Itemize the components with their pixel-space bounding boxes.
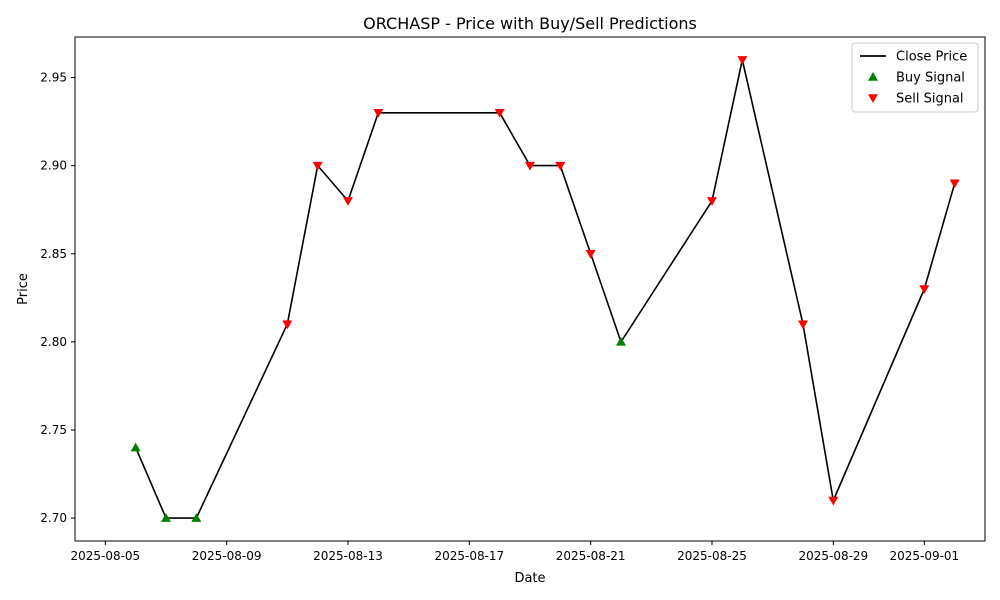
y-tick-label: 2.80 (40, 335, 67, 349)
x-tick-label: 2025-08-29 (798, 549, 868, 563)
sell-signal-marker (585, 250, 596, 259)
sell-signal-marker (343, 197, 353, 206)
legend-box (851, 42, 979, 113)
sell-signal-marker (919, 285, 930, 294)
y-tick-label: 2.85 (40, 247, 67, 261)
sell-signal-marker (373, 109, 384, 118)
legend-swatch-buy-signal (868, 72, 878, 81)
y-tick-label: 2.95 (40, 71, 67, 85)
sell-signal-marker (798, 320, 808, 330)
sell-signal-marker (949, 179, 960, 189)
chart-title: ORCHASP - Price with Buy/Sell Prediction… (363, 14, 697, 33)
sell-signal-marker (282, 320, 293, 330)
x-tick-label: 2025-08-09 (192, 549, 262, 563)
x-tick-label: 2025-08-05 (70, 549, 140, 563)
x-tick-label: 2025-08-25 (677, 549, 747, 563)
sell-signal-marker (312, 161, 323, 171)
plot-area (130, 56, 960, 522)
legend-swatch-sell-signal (868, 94, 878, 103)
legend: Close Price Buy Signal Sell Signal (851, 42, 979, 113)
sell-signal-marker (525, 161, 535, 171)
y-tick-label: 2.70 (40, 511, 67, 525)
legend-label: Close Price (896, 50, 967, 65)
y-tick-label: 2.75 (40, 423, 67, 437)
axes: 2025-08-05 2025-08-09 2025-08-13 2025-08-17… (40, 36, 986, 563)
x-tick-label: 2025-08-17 (434, 549, 504, 563)
buy-signal-marker (616, 336, 626, 346)
sell-signal-marker (828, 496, 839, 506)
y-axis-label: Price (16, 273, 31, 305)
legend-label: Buy Signal (896, 71, 965, 86)
buy-signal-marker (161, 513, 171, 522)
x-axis-label: Date (514, 571, 545, 586)
sell-signal-marker (555, 161, 566, 171)
y-tick-label: 2.90 (40, 159, 67, 173)
series-line-close-price (134, 59, 956, 519)
x-tick-label: 2025-08-21 (556, 549, 626, 563)
legend-label: Sell Signal (896, 92, 964, 107)
x-tick-label: 2025-09-01 (889, 549, 959, 563)
buy-signal-marker (191, 513, 202, 522)
sell-signal-marker (707, 197, 717, 206)
buy-signal-marker (130, 442, 141, 452)
sell-signal-marker (494, 109, 505, 118)
sell-signal-marker (737, 56, 748, 65)
axes-frame (74, 36, 986, 542)
x-tick-label: 2025-08-13 (313, 549, 383, 563)
